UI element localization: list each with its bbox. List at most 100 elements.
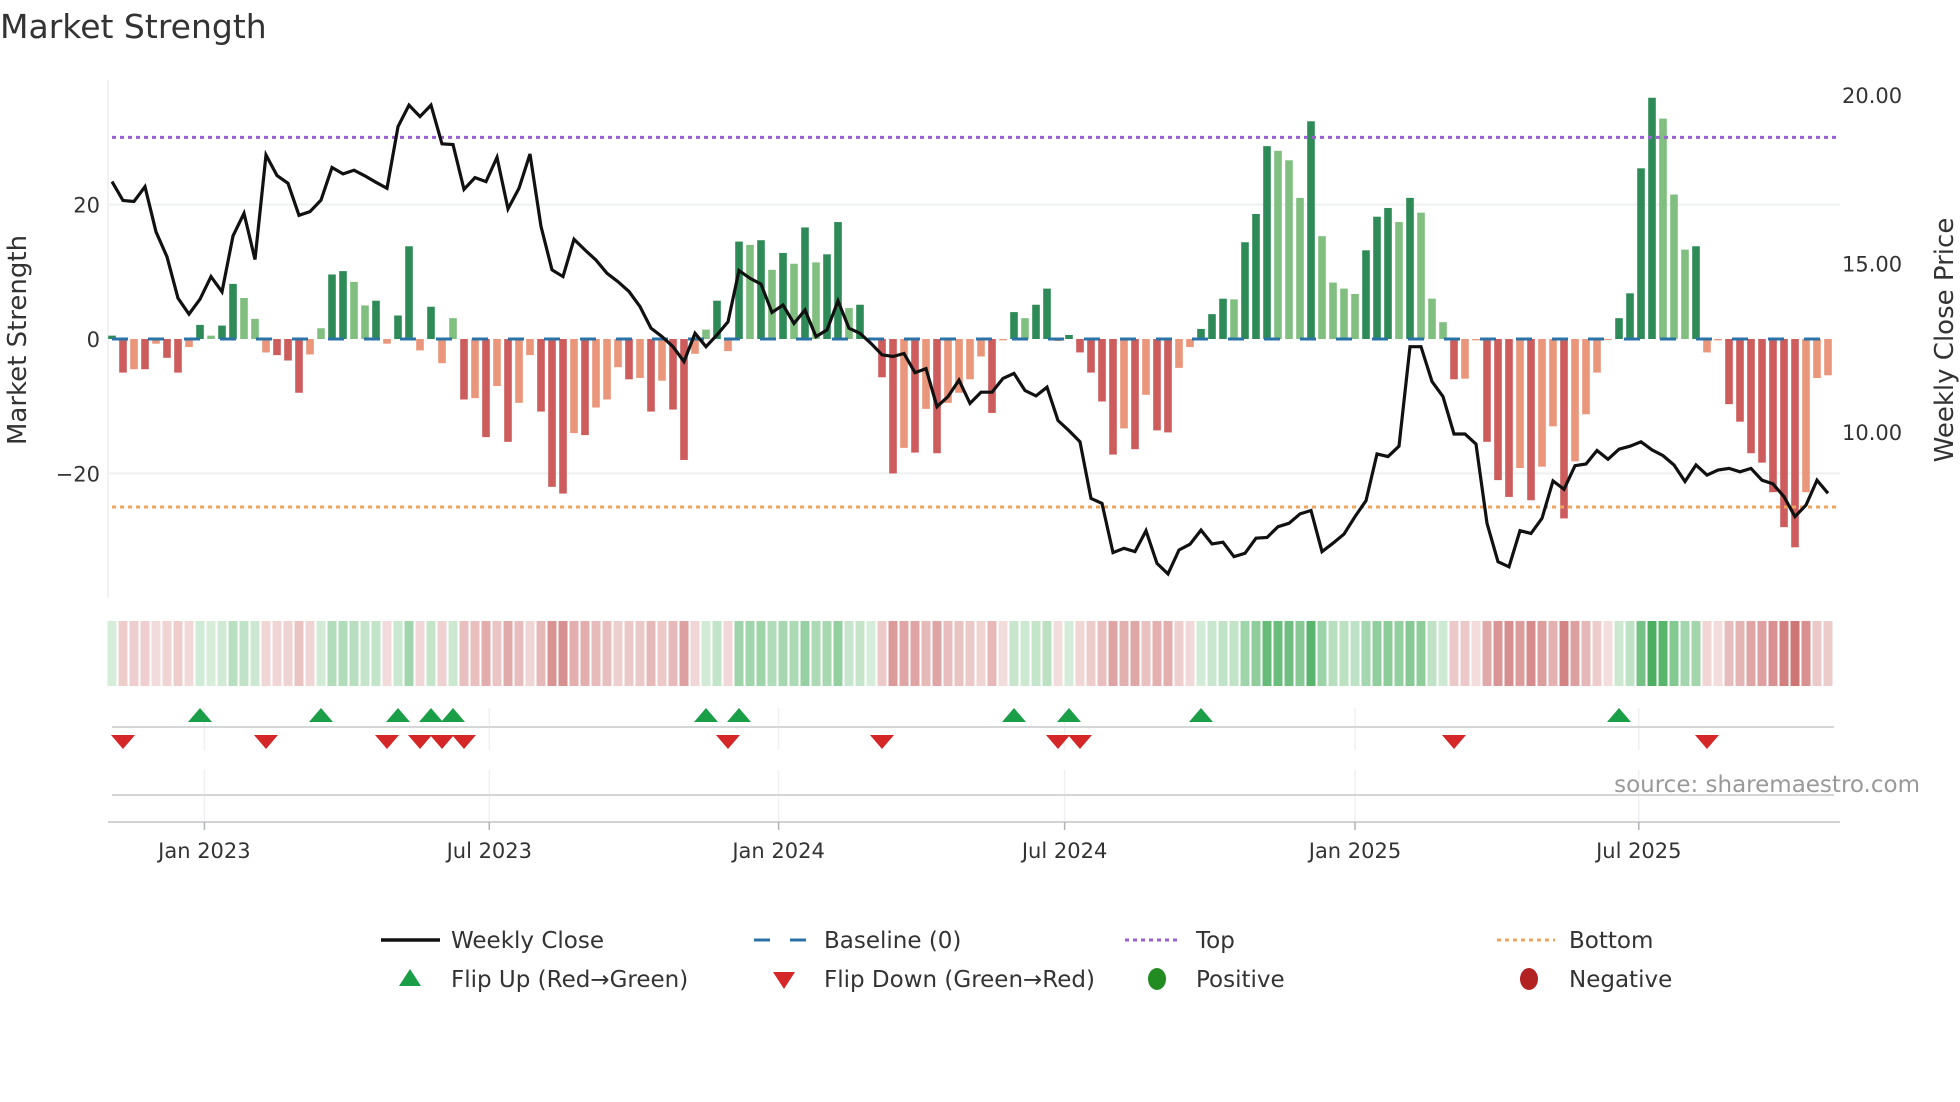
strength-bar bbox=[746, 244, 754, 339]
heat-cell bbox=[1196, 621, 1206, 686]
heat-cell bbox=[1559, 621, 1569, 686]
flip-down-marker bbox=[870, 735, 894, 749]
heat-cell bbox=[1636, 621, 1646, 686]
strength-bar bbox=[295, 339, 303, 393]
strength-bar bbox=[339, 271, 347, 339]
strength-bar bbox=[1824, 339, 1832, 376]
heat-cell bbox=[448, 621, 458, 686]
heat-cell bbox=[481, 621, 491, 686]
strength-bar bbox=[1648, 97, 1656, 339]
heat-cell bbox=[525, 621, 535, 686]
heat-cell bbox=[1218, 621, 1228, 686]
strength-bar bbox=[1813, 339, 1821, 378]
heat-cell bbox=[1317, 621, 1327, 686]
heat-cell bbox=[536, 621, 546, 686]
strength-bar bbox=[1296, 197, 1304, 339]
heat-cell bbox=[162, 621, 172, 686]
heat-cell bbox=[393, 621, 403, 686]
heat-cell bbox=[151, 621, 161, 686]
reference-lines bbox=[112, 135, 1840, 509]
strength-bar bbox=[1703, 339, 1711, 353]
heat-cell bbox=[1680, 621, 1690, 686]
heat-cell bbox=[382, 621, 392, 686]
heat-cell bbox=[690, 621, 700, 686]
y-axis-title: Market Strength bbox=[3, 235, 33, 445]
strength-bar bbox=[1164, 339, 1172, 433]
negative-circle-icon bbox=[1520, 968, 1538, 990]
heat-cell bbox=[1372, 621, 1382, 686]
heat-cell bbox=[1812, 621, 1822, 686]
strength-bar bbox=[614, 339, 622, 368]
strength-bar bbox=[526, 339, 534, 356]
strength-bar bbox=[1307, 121, 1315, 339]
heat-cell bbox=[789, 621, 799, 686]
strength-bar bbox=[977, 339, 985, 357]
heat-cell bbox=[1581, 621, 1591, 686]
heat-cell bbox=[437, 621, 447, 686]
strength-bar bbox=[1714, 339, 1722, 341]
strength-bar bbox=[1241, 242, 1249, 339]
heat-cell bbox=[921, 621, 931, 686]
strength-bar bbox=[636, 339, 644, 378]
heat-cell bbox=[800, 621, 810, 686]
flip-up-marker bbox=[419, 708, 443, 722]
strength-bar bbox=[251, 318, 259, 339]
heat-cell bbox=[1724, 621, 1734, 686]
heat-cell bbox=[503, 621, 513, 686]
strength-bar bbox=[1670, 194, 1678, 339]
heat-cell bbox=[1064, 621, 1074, 686]
flip-up-marker bbox=[441, 708, 465, 722]
heat-cell bbox=[899, 621, 909, 686]
heat-cell bbox=[1339, 621, 1349, 686]
flip-down-marker bbox=[408, 735, 432, 749]
heat-cell bbox=[1570, 621, 1580, 686]
heat-cell bbox=[712, 621, 722, 686]
strength-bar bbox=[229, 283, 237, 339]
heat-cell bbox=[1713, 621, 1723, 686]
strength-bar bbox=[1120, 339, 1128, 429]
flip-up-marker bbox=[1189, 708, 1213, 722]
x-tick-label: Jan 2025 bbox=[1307, 839, 1402, 863]
heat-cell bbox=[635, 621, 645, 686]
strength-bar bbox=[1461, 339, 1469, 379]
strength-bar bbox=[372, 300, 380, 339]
strength-bar bbox=[152, 339, 160, 344]
strength-bar bbox=[856, 304, 864, 339]
strength-bar bbox=[944, 339, 952, 403]
strength-bar bbox=[1043, 288, 1051, 339]
strength-bar bbox=[460, 339, 468, 400]
heat-cell bbox=[1625, 621, 1635, 686]
heat-cell bbox=[1757, 621, 1767, 686]
strength-bar bbox=[174, 339, 182, 373]
strength-bar bbox=[911, 339, 919, 453]
strength-bar bbox=[581, 339, 589, 436]
heat-cell bbox=[701, 621, 711, 686]
strength-bar bbox=[1780, 339, 1788, 528]
heat-cell bbox=[470, 621, 480, 686]
strength-bar bbox=[1637, 168, 1645, 339]
heat-cell bbox=[1658, 621, 1668, 686]
strength-bar bbox=[1505, 339, 1513, 497]
strength-bar bbox=[1318, 236, 1326, 339]
heat-cell bbox=[129, 621, 139, 686]
heat-cell bbox=[844, 621, 854, 686]
heat-cell bbox=[910, 621, 920, 686]
strength-bar bbox=[1483, 339, 1491, 442]
strength-bar bbox=[1252, 214, 1260, 339]
strength-bar bbox=[999, 339, 1007, 341]
heat-cell bbox=[1075, 621, 1085, 686]
heat-cell bbox=[1130, 621, 1140, 686]
heat-cell bbox=[272, 621, 282, 686]
strength-bar bbox=[592, 339, 600, 408]
heat-cell bbox=[624, 621, 634, 686]
heat-cell bbox=[1383, 621, 1393, 686]
strength-bar bbox=[889, 339, 897, 474]
flip-down-marker bbox=[716, 735, 740, 749]
heat-cell bbox=[855, 621, 865, 686]
strength-bar bbox=[1692, 246, 1700, 339]
strength-bar bbox=[1175, 339, 1183, 368]
strength-bar bbox=[1439, 322, 1447, 339]
heat-cell bbox=[1779, 621, 1789, 686]
strength-bar bbox=[1362, 250, 1370, 339]
strength-bar bbox=[1560, 339, 1568, 519]
